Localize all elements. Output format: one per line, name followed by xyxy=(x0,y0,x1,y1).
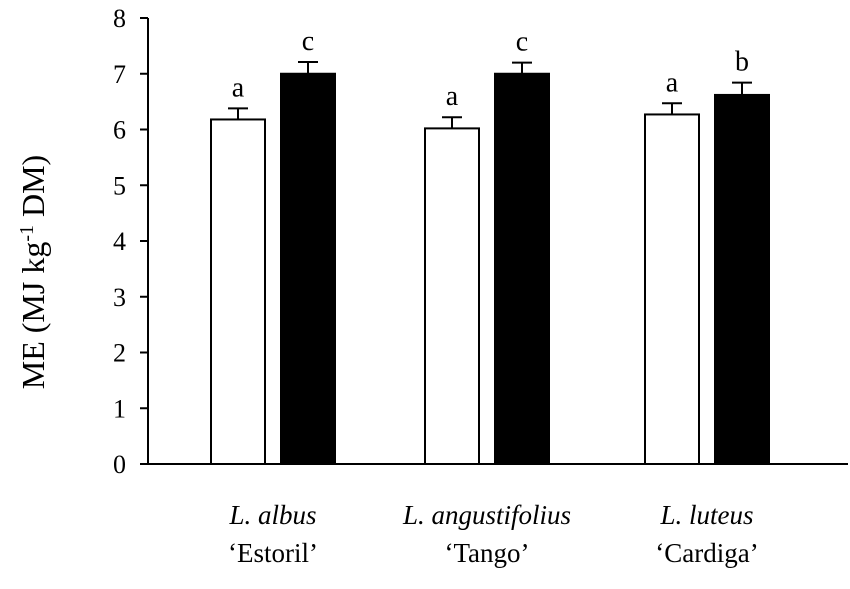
chart-marks: 0 1 2 3 4 5 6 7 8 a a a c c b L. albus ‘Estoril’ L. angus… xyxy=(113,4,848,568)
y-axis-title-suffix: DM) xyxy=(15,155,51,225)
y-axis-title-prefix: ME (MJ kg xyxy=(15,242,51,390)
bar-s2-c2 xyxy=(494,72,550,465)
y-tick-label-0: 0 xyxy=(113,450,126,479)
significance-label-s2-c1: c xyxy=(302,26,314,57)
y-tick-label-7: 7 xyxy=(113,60,126,89)
significance-label-s1-c2: a xyxy=(446,81,459,112)
bar-s2-c3 xyxy=(714,93,770,465)
bar-s1-c2 xyxy=(424,127,480,465)
significance-label-s1-c3: a xyxy=(666,67,679,98)
y-tick-label-6: 6 xyxy=(113,116,126,145)
x-category-species-3: L. luteus xyxy=(659,500,753,530)
x-category-cultivar-1: ‘Estoril’ xyxy=(228,538,318,568)
y-tick-label-4: 4 xyxy=(113,227,126,256)
significance-label-s2-c2: c xyxy=(516,27,528,58)
significance-label-s2-c3: b xyxy=(735,47,749,78)
x-category-cultivar-2: ‘Tango’ xyxy=(444,538,529,568)
y-axis-title: ME (MJ kg-1 DM) xyxy=(15,155,51,389)
x-category-species-1: L. albus xyxy=(228,500,316,530)
bar-s2-c1 xyxy=(280,72,336,465)
y-tick-label-5: 5 xyxy=(113,171,126,200)
x-category-species-2: L. angustifolius xyxy=(402,500,571,530)
y-tick-label-8: 8 xyxy=(113,4,126,33)
y-tick-label-1: 1 xyxy=(113,394,126,423)
significance-label-s1-c1: a xyxy=(232,72,245,103)
y-axis-title-superscript: -1 xyxy=(16,225,38,242)
x-category-cultivar-3: ‘Cardiga’ xyxy=(655,538,758,568)
bar-s1-c1 xyxy=(210,118,266,465)
y-tick-label-2: 2 xyxy=(113,339,126,368)
y-tick-label-3: 3 xyxy=(113,283,126,312)
bar-s1-c3 xyxy=(644,113,700,465)
